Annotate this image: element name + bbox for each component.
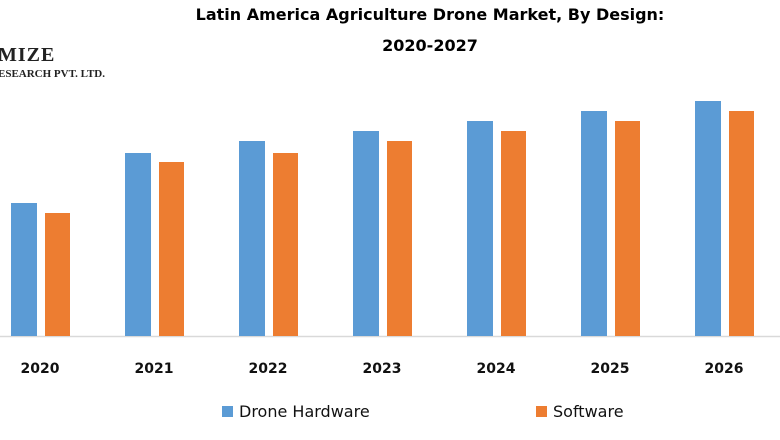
legend-swatch-drone-hardware	[222, 406, 233, 417]
x-tick-label-2021: 2021	[135, 361, 174, 377]
x-tick-label-2023: 2023	[363, 361, 402, 377]
bar-drone-hardware-2023	[353, 131, 379, 336]
bar-drone-hardware-2024	[467, 121, 493, 336]
logo-subtext: ESEARCH PVT. LTD.	[0, 68, 105, 80]
chart-title-line1: Latin America Agriculture Drone Market, …	[195, 5, 665, 24]
bar-software-2023	[387, 141, 412, 336]
bar-drone-hardware-2026	[695, 101, 721, 336]
bar-software-2020	[45, 213, 70, 336]
x-tick-label-2020: 2020	[21, 361, 60, 377]
legend-label-software: Software	[553, 402, 624, 421]
legend-label-drone-hardware: Drone Hardware	[239, 402, 370, 421]
bar-software-2024	[501, 131, 526, 336]
x-tick-label-2022: 2022	[249, 361, 288, 377]
bar-software-2022	[273, 153, 298, 336]
x-tick-label-2024: 2024	[477, 361, 516, 377]
bar-chart: 2020 2021 2022 2023 2024 2025 2026	[0, 101, 780, 377]
bar-software-2026	[729, 111, 754, 336]
bar-drone-hardware-2020	[11, 203, 37, 336]
x-tick-label-2026: 2026	[705, 361, 744, 377]
bar-software-2021	[159, 162, 184, 336]
legend-item-drone-hardware: Drone Hardware	[222, 402, 370, 421]
bar-software-2025	[615, 121, 640, 336]
logo-text: MIZE	[0, 44, 56, 66]
legend-item-software: Software	[536, 402, 624, 421]
chart-title-line2: 2020-2027	[382, 36, 478, 55]
bar-drone-hardware-2025	[581, 111, 607, 336]
bar-drone-hardware-2022	[239, 141, 265, 336]
bar-drone-hardware-2021	[125, 153, 151, 336]
legend-swatch-software	[536, 406, 547, 417]
x-tick-label-2025: 2025	[591, 361, 630, 377]
